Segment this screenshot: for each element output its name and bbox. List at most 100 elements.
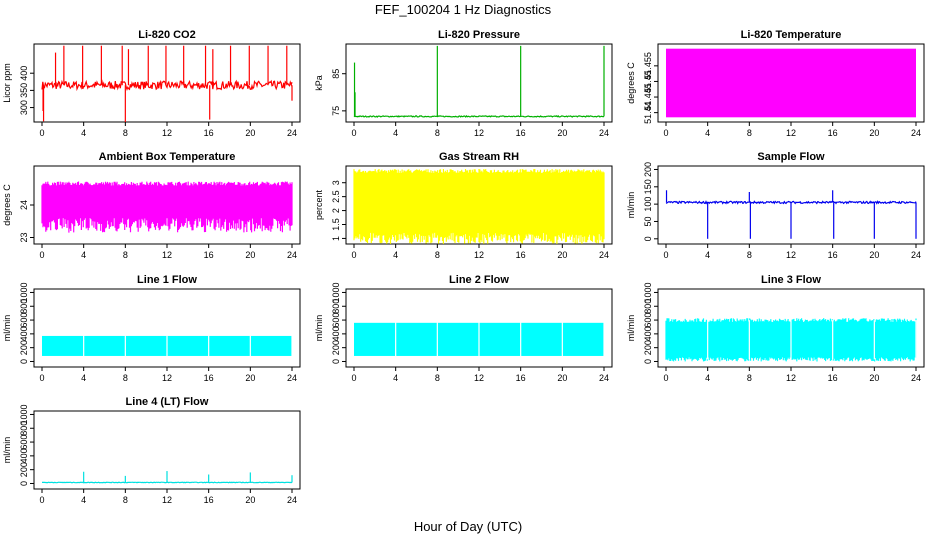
y-tick-label: 51.45 [643, 70, 653, 93]
x-tick-label: 12 [474, 250, 484, 260]
panel-title: Ambient Box Temperature [99, 151, 236, 163]
x-tick-label: 4 [705, 128, 710, 138]
y-axis-label: degrees C [626, 62, 636, 104]
x-tick-label: 16 [828, 250, 838, 260]
y-tick-label: 200 [19, 340, 29, 355]
panel-line3: Line 3 Flow ml/min 0 4 8 12 16 20 24 0 20040060080… [626, 274, 925, 383]
data-band [666, 48, 916, 118]
y-tick-label: 800 [19, 421, 29, 436]
y-tick-label: 50 [643, 216, 653, 226]
data-series [41, 181, 293, 233]
y-tick-label: 800 [19, 299, 29, 314]
x-tick-label: 12 [786, 128, 796, 138]
plot-frame [345, 43, 613, 123]
y-tick-label: 24 [19, 200, 29, 210]
x-tick-label: 8 [435, 250, 440, 260]
x-tick-label: 24 [287, 128, 297, 138]
panel-licor_temp: Li-820 Temperature degrees C 0 4 8 12 16 20 24 51… [626, 29, 925, 138]
x-tick-label: 16 [516, 373, 526, 383]
y-tick-label: 51.455 [643, 52, 653, 80]
x-tick-label: 4 [393, 250, 398, 260]
x-tick-label: 0 [663, 128, 668, 138]
figure-x-axis-label: Hour of Day (UTC) [414, 519, 522, 534]
panel-pressure: Li-820 Pressure kPa 0 4 8 12 16 20 24 75 85 [314, 29, 613, 138]
x-tick-label: 12 [162, 373, 172, 383]
x-tick-label: 0 [351, 250, 356, 260]
x-tick-label: 12 [162, 250, 172, 260]
figure-title: FEF_100204 1 Hz Diagnostics [375, 2, 552, 17]
y-axis-label: percent [314, 189, 324, 220]
panel-line2: Line 2 Flow ml/min 0 4 8 12 16 20 24 0 20040060080… [314, 274, 613, 383]
x-tick-label: 8 [747, 250, 752, 260]
x-tick-label: 8 [747, 373, 752, 383]
x-tick-label: 24 [287, 495, 297, 505]
y-tick-label: 600 [19, 313, 29, 328]
y-tick-label: 51.44 [643, 101, 653, 124]
x-tick-label: 12 [474, 373, 484, 383]
x-tick-label: 20 [557, 373, 567, 383]
y-tick-label: 51.445 [643, 83, 653, 111]
panel-title: Li-820 CO2 [138, 29, 195, 41]
x-tick-label: 24 [911, 373, 921, 383]
panel-rh: Gas Stream RH percent 0 4 8 12 16 20 24 1 1.5 2 2.5 3 [314, 151, 613, 260]
x-tick-label: 16 [828, 128, 838, 138]
y-axis-label: ml/min [626, 192, 636, 219]
x-tick-label: 16 [828, 373, 838, 383]
y-tick-label: 200 [643, 340, 653, 355]
x-tick-label: 4 [705, 250, 710, 260]
x-tick-label: 24 [599, 373, 609, 383]
y-axis-label: kPa [314, 75, 324, 91]
x-tick-label: 12 [786, 250, 796, 260]
y-tick-label: 300 [19, 100, 29, 115]
y-tick-label: 400 [643, 326, 653, 341]
y-axis-label: ml/min [626, 315, 636, 342]
x-tick-label: 0 [663, 373, 668, 383]
x-tick-label: 16 [204, 128, 214, 138]
x-tick-label: 8 [435, 373, 440, 383]
y-tick-label: 800 [331, 299, 341, 314]
x-tick-label: 8 [123, 495, 128, 505]
panel-title: Line 2 Flow [449, 274, 509, 286]
y-tick-label: 75 [331, 106, 341, 116]
panel-sample_flow: Sample Flow ml/min 0 4 8 12 16 20 24 0 50 100 150 200 [626, 151, 925, 260]
y-tick-label: 85 [331, 69, 341, 79]
x-tick-label: 20 [869, 250, 879, 260]
x-tick-label: 24 [911, 128, 921, 138]
y-tick-label: 600 [331, 313, 341, 328]
x-tick-label: 4 [393, 128, 398, 138]
x-tick-label: 12 [162, 495, 172, 505]
x-tick-label: 16 [204, 250, 214, 260]
panel-title: Li-820 Temperature [741, 29, 842, 41]
x-tick-label: 20 [869, 128, 879, 138]
panel-line1: Line 1 Flow ml/min 0 4 8 12 16 20 24 0 20040060080… [2, 274, 301, 383]
y-tick-label: 100 [643, 197, 653, 212]
y-tick-label: 0 [331, 359, 341, 364]
x-tick-label: 20 [869, 373, 879, 383]
y-tick-label: 200 [19, 462, 29, 477]
x-tick-label: 24 [599, 250, 609, 260]
y-tick-label: 400 [19, 66, 29, 81]
x-tick-label: 4 [81, 373, 86, 383]
x-tick-label: 24 [287, 250, 297, 260]
y-tick-label: 400 [19, 448, 29, 463]
x-tick-label: 4 [393, 373, 398, 383]
y-axis-label: ml/min [314, 315, 324, 342]
y-axis-label: ml/min [2, 315, 12, 342]
data-series [353, 114, 605, 118]
x-tick-label: 20 [245, 373, 255, 383]
y-tick-label: 400 [19, 326, 29, 341]
x-tick-label: 8 [747, 128, 752, 138]
y-tick-label: 1000 [643, 282, 653, 302]
data-series [41, 79, 293, 92]
panel-title: Line 4 (LT) Flow [126, 396, 209, 408]
x-tick-label: 16 [516, 250, 526, 260]
x-tick-label: 20 [557, 128, 567, 138]
y-tick-label: 23 [19, 232, 29, 242]
x-tick-label: 4 [81, 495, 86, 505]
y-tick-label: 3 [331, 180, 341, 185]
y-tick-label: 1.5 [331, 218, 341, 231]
panel-title: Gas Stream RH [439, 151, 519, 163]
y-tick-label: 800 [643, 299, 653, 314]
